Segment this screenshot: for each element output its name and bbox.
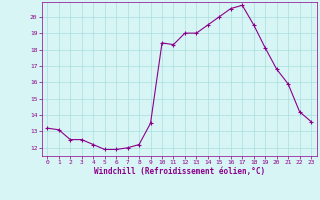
X-axis label: Windchill (Refroidissement éolien,°C): Windchill (Refroidissement éolien,°C): [94, 167, 265, 176]
